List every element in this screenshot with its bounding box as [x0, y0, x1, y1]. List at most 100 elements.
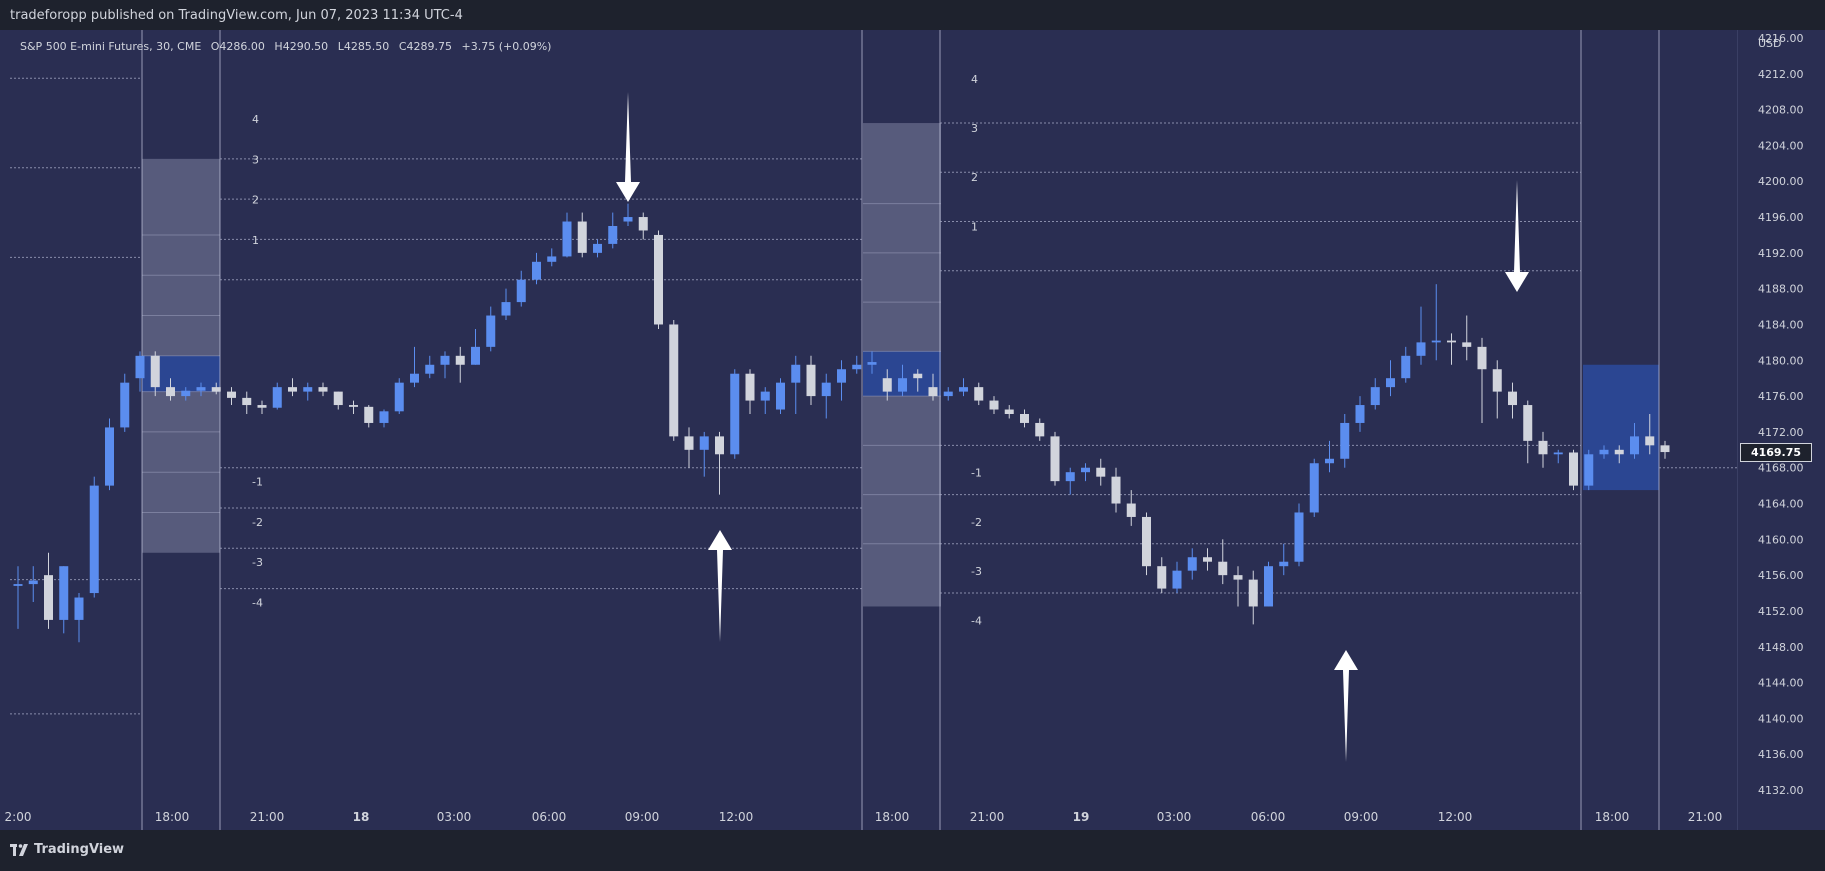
candle-body [669, 324, 679, 437]
candle-body [1294, 512, 1304, 562]
price-axis[interactable]: 4216.00 4212.00 4208.00 4204.00 4200.00 4196.… [1737, 30, 1825, 830]
candle-body [440, 355, 450, 365]
candle-body [608, 226, 618, 244]
candle-body [1447, 340, 1456, 343]
candle-body [227, 391, 236, 398]
candle-body [516, 279, 526, 303]
price-tick-label: 4192.00 [1758, 247, 1804, 260]
candle-body [1477, 346, 1487, 370]
legend-change: +3.75 (+0.09%) [461, 40, 552, 53]
candle-body [821, 382, 831, 397]
level-label: 3 [971, 122, 978, 135]
candlestick-chart[interactable]: 4 3 2 1 -1 -2 -3 -4 4 3 2 1 -1 -2 -3 -4 2:00 18:00 21:00 18… [0, 30, 1737, 830]
candle-body [181, 390, 191, 397]
candle-body [1233, 575, 1243, 580]
price-tick-label: 4216.00 [1758, 32, 1804, 45]
currency-label: USD [1758, 37, 1782, 50]
price-tick-label: 4212.00 [1758, 68, 1804, 81]
candle-body [303, 387, 313, 392]
legend-high: H4290.50 [274, 40, 329, 53]
candle-body [1523, 405, 1533, 441]
time-tick-label: 2:00 [5, 810, 32, 824]
candle-body [333, 391, 343, 406]
up-arrow-icon [1334, 650, 1358, 762]
level-label: 2 [971, 171, 978, 184]
candle-body [1081, 467, 1090, 473]
level-label: -1 [252, 476, 263, 489]
candle-body [1020, 414, 1029, 423]
candle-body [928, 387, 938, 397]
time-tick-label: 18:00 [1595, 810, 1630, 824]
candle-body [1203, 557, 1212, 562]
level-label: 4 [971, 73, 978, 86]
candle-body [44, 575, 53, 620]
level-label: -3 [971, 565, 982, 578]
range-box-upper [863, 123, 941, 352]
candle-body [196, 387, 206, 391]
price-tick-label: 4200.00 [1758, 175, 1804, 188]
candle-body [745, 373, 755, 401]
candle-body [288, 387, 297, 392]
time-tick-label: 18:00 [875, 810, 910, 824]
time-tick-label: 18 [353, 810, 370, 824]
candle-body [882, 378, 892, 392]
candle-body [1035, 422, 1045, 437]
symbol-legend: S&P 500 E-mini Futures, 30, CME O4286.00… [20, 40, 557, 53]
time-tick-label: 06:00 [532, 810, 567, 824]
price-tick-label: 4148.00 [1758, 641, 1804, 654]
level-label: -1 [971, 467, 982, 480]
candle-body [1462, 342, 1472, 347]
legend-close: C4289.75 [398, 40, 452, 53]
candle-body [1340, 422, 1350, 459]
level-label: 1 [971, 220, 978, 233]
candle-body [1096, 467, 1106, 477]
down-arrow-icon [1505, 180, 1529, 292]
tradingview-logo[interactable]: TradingView [10, 842, 124, 857]
price-tick-label: 4208.00 [1758, 104, 1804, 117]
candle-body [623, 217, 633, 222]
candle-body [13, 584, 23, 586]
candle-body [486, 315, 496, 347]
price-tick-label: 4180.00 [1758, 354, 1804, 367]
price-tick-label: 4184.00 [1758, 318, 1804, 331]
candle-body [150, 355, 160, 388]
candle-body [410, 373, 419, 383]
candle-body [593, 243, 602, 253]
candle-body [1218, 561, 1228, 576]
level-label: -3 [252, 556, 263, 569]
candle-body [1172, 570, 1182, 589]
candle-body [257, 405, 267, 408]
time-tick-label: 18:00 [155, 810, 190, 824]
candle-body [379, 411, 389, 423]
time-tick-label: 03:00 [437, 810, 472, 824]
candle-body [1492, 369, 1502, 392]
candle-body [1401, 355, 1411, 379]
candle-body [913, 373, 923, 379]
time-tick-label: 21:00 [1688, 810, 1723, 824]
candle-body [791, 364, 801, 383]
candle-body [28, 580, 38, 585]
range-box-lower [863, 396, 941, 607]
level-label: 3 [252, 153, 259, 166]
candle-body [1431, 340, 1441, 343]
candle-body [1325, 458, 1334, 464]
price-tick-label: 4132.00 [1758, 784, 1804, 797]
level-label: -4 [252, 596, 263, 609]
time-tick-label: 09:00 [625, 810, 660, 824]
candle-body [532, 261, 541, 280]
price-tick-label: 4160.00 [1758, 533, 1804, 546]
price-tick-label: 4168.00 [1758, 462, 1804, 475]
candle-body [1157, 566, 1167, 589]
candle-body [349, 405, 358, 407]
candle-body [1538, 440, 1548, 455]
candle-body [776, 382, 785, 410]
chart-pane[interactable]: 4 3 2 1 -1 -2 -3 -4 4 3 2 1 -1 -2 -3 -4 2:00 18:00 21:00 18… [0, 30, 1737, 830]
candle-body [1264, 566, 1273, 607]
candle-body [89, 485, 99, 594]
candle-body [1355, 405, 1365, 423]
candle-body [1386, 378, 1395, 388]
price-tick-label: 4204.00 [1758, 139, 1804, 152]
candle-body [425, 364, 435, 374]
candle-body [1279, 561, 1289, 567]
candle-body [959, 387, 968, 392]
